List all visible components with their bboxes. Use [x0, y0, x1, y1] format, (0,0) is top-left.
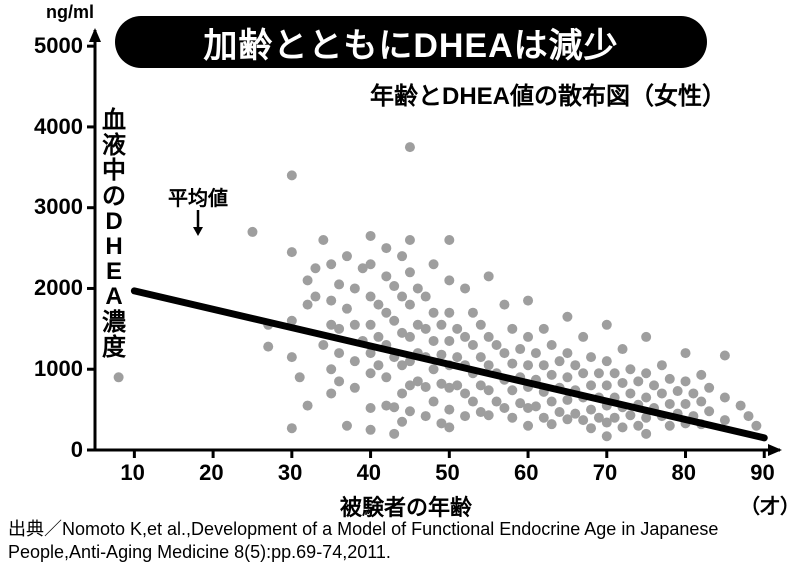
y-axis-unit: ng/ml — [46, 2, 94, 23]
x-tick-label: 40 — [357, 460, 381, 486]
x-axis-unit: （才） — [740, 490, 800, 519]
y-tick-label: 2000 — [34, 275, 83, 301]
y-axis-label-char: の — [100, 184, 128, 209]
x-tick-label: 60 — [514, 460, 538, 486]
x-tick-label: 80 — [672, 460, 696, 486]
y-tick-label: 1000 — [34, 356, 83, 382]
y-axis-label: 血液中のDHEA濃度 — [100, 108, 128, 360]
y-axis-label-char: 濃 — [100, 310, 128, 335]
x-tick-label: 50 — [435, 460, 459, 486]
y-axis-label-char: A — [100, 284, 128, 309]
chart-container: 加齢とともにDHEAは減少 年齢とDHEA値の散布図（女性） ng/ml 血液中… — [0, 0, 800, 562]
x-tick-label: 20 — [199, 460, 223, 486]
y-axis-label-char: D — [100, 209, 128, 234]
y-tick-label: 5000 — [34, 33, 83, 59]
x-tick-label: 90 — [750, 460, 774, 486]
y-axis-label-char: 度 — [100, 335, 128, 360]
y-axis-label-char: 血 — [100, 108, 128, 133]
chart-title-pill: 加齢とともにDHEAは減少 — [115, 16, 707, 68]
x-tick-label: 70 — [593, 460, 617, 486]
citation-text: 出典／Nomoto K,et al.,Development of a Mode… — [8, 518, 792, 563]
y-tick-label: 0 — [71, 437, 83, 463]
trendline-annotation: 平均値 — [168, 182, 228, 211]
y-axis-label-char: 中 — [100, 158, 128, 183]
x-tick-label: 30 — [278, 460, 302, 486]
y-axis-label-char: H — [100, 234, 128, 259]
y-axis-label-char: 液 — [100, 133, 128, 158]
chart-title-text: 加齢とともにDHEAは減少 — [203, 18, 618, 67]
y-tick-label: 4000 — [34, 114, 83, 140]
chart-subtitle: 年齢とDHEA値の散布図（女性） — [370, 76, 726, 111]
x-tick-label: 10 — [120, 460, 144, 486]
y-axis-label-char: E — [100, 259, 128, 284]
y-tick-label: 3000 — [34, 194, 83, 220]
